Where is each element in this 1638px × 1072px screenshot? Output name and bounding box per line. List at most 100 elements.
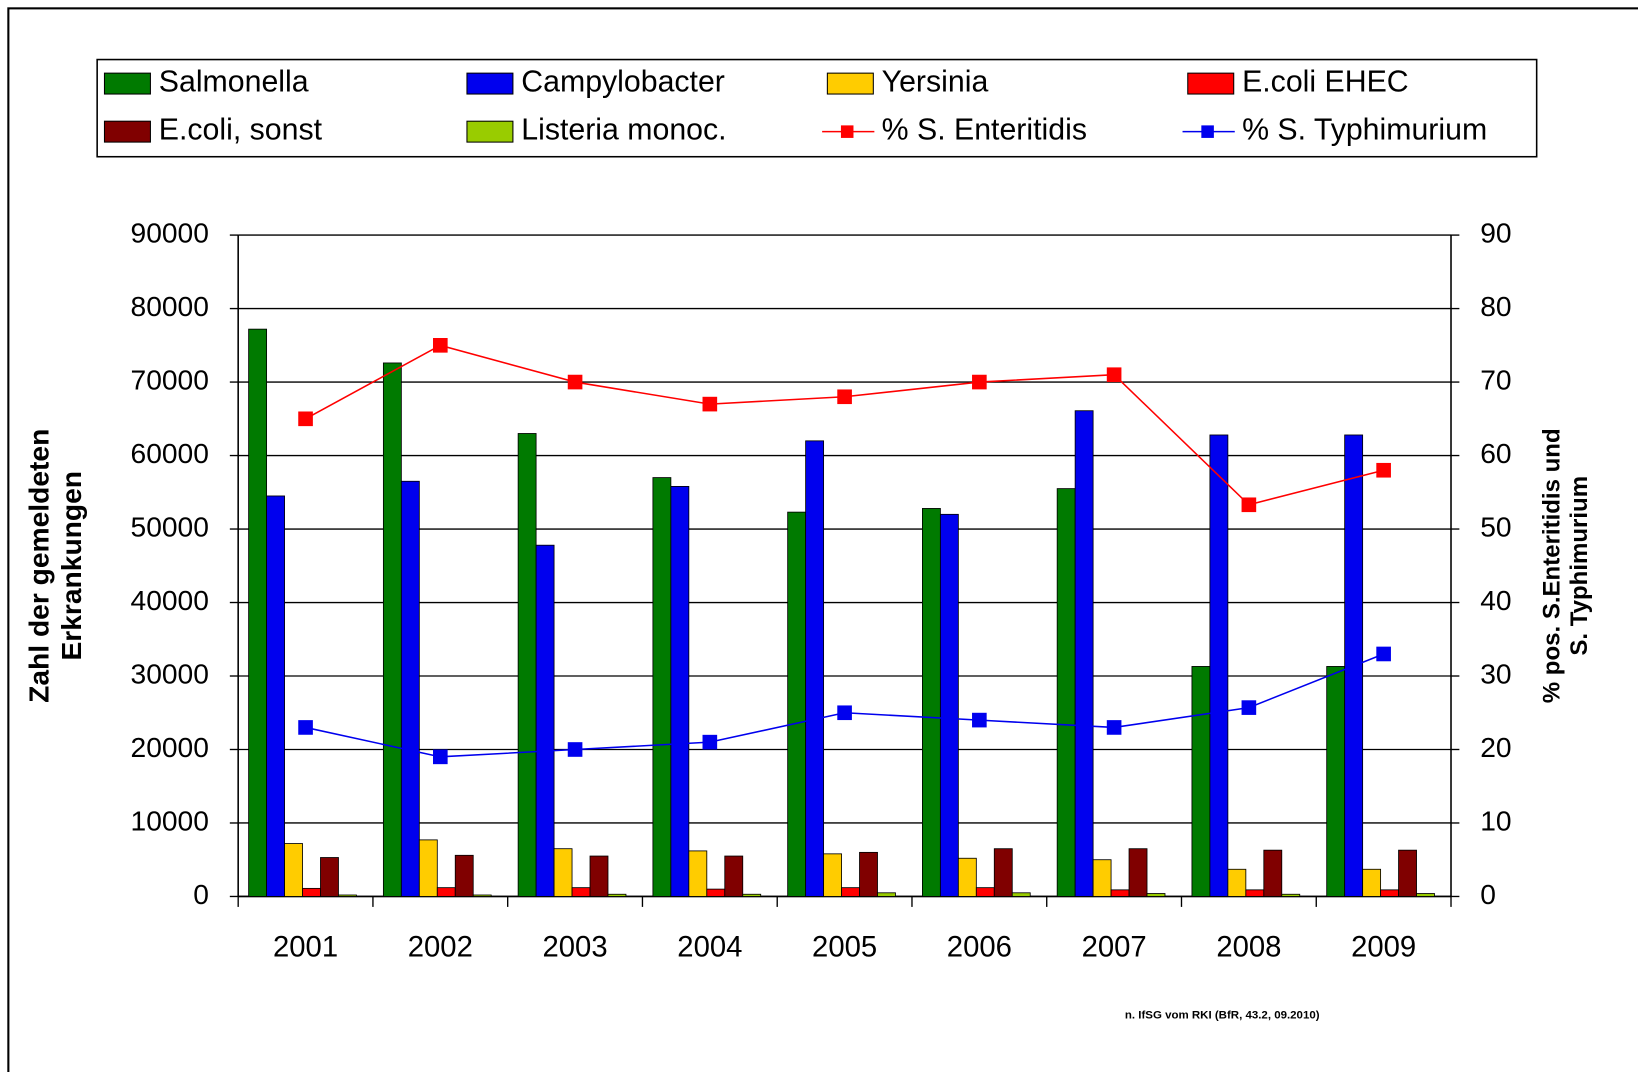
x-tick-label: 2008 (1216, 931, 1281, 963)
bar (1209, 434, 1229, 897)
x-tick-label: 2003 (543, 931, 608, 963)
y2-tick-label: 90 (1480, 217, 1511, 249)
line-marker (837, 389, 852, 405)
bar (472, 894, 492, 897)
bar (535, 544, 555, 897)
bar (1011, 892, 1031, 897)
legend-swatch (466, 72, 514, 95)
bar (248, 328, 268, 897)
legend-swatch (1187, 72, 1235, 95)
legend-swatch (826, 72, 874, 95)
bar (338, 894, 357, 897)
line-marker (1241, 497, 1257, 513)
bar (1281, 893, 1301, 897)
y-tick-label: 10000 (131, 804, 209, 836)
x-tick-label: 2004 (677, 931, 742, 963)
bar (589, 855, 609, 897)
line-marker (433, 338, 448, 353)
legend-label: E.coli EHEC (1242, 66, 1409, 99)
line-marker (298, 411, 313, 427)
legend-label: Salmonella (159, 66, 309, 99)
bar (975, 887, 995, 897)
line-marker (702, 396, 718, 412)
bar (724, 855, 744, 897)
legend-label: Campylobacter (521, 66, 725, 99)
legend-swatch (103, 72, 151, 95)
bar (517, 433, 537, 897)
line-marker (433, 749, 448, 765)
axis-label: S. Typhimurium (1566, 476, 1593, 656)
bar (382, 362, 402, 897)
bar (1263, 849, 1283, 897)
y-tick-label: 30000 (131, 657, 209, 689)
bar (922, 508, 941, 897)
y2-tick-label: 40 (1480, 584, 1511, 616)
bar (859, 851, 878, 897)
legend-marker (840, 125, 854, 138)
legend-swatch (103, 120, 151, 143)
legend-marker (1201, 125, 1214, 138)
bar (1326, 666, 1346, 897)
bar (652, 477, 672, 897)
line-marker (1241, 700, 1257, 715)
bar (706, 888, 726, 897)
bar (1110, 889, 1130, 897)
x-tick-label: 2002 (408, 931, 473, 963)
y-tick-label: 0 (193, 878, 209, 910)
line-marker (837, 705, 852, 721)
bar (418, 839, 438, 897)
x-tick-label: 2007 (1082, 931, 1147, 963)
line-marker (298, 720, 313, 735)
bar (320, 857, 339, 897)
y2-tick-label: 10 (1480, 804, 1511, 836)
y2-tick-label: 20 (1480, 731, 1511, 763)
legend-label: Yersinia (882, 66, 989, 99)
y-tick-label: 80000 (131, 290, 209, 322)
bar (1362, 868, 1382, 897)
bar (553, 848, 573, 897)
y2-tick-label: 30 (1480, 657, 1511, 689)
line-marker (702, 734, 718, 750)
axis-label: % pos. S.Enteritidis und (1538, 428, 1565, 703)
bar (1056, 488, 1076, 897)
bar (957, 857, 977, 897)
y2-tick-label: 60 (1480, 437, 1511, 469)
bar (1416, 893, 1435, 897)
x-tick-label: 2006 (947, 931, 1012, 963)
bar (805, 440, 825, 897)
bar (742, 893, 762, 897)
line-marker (1106, 720, 1122, 735)
legend-swatch (466, 120, 514, 143)
y2-tick-label: 70 (1480, 364, 1511, 396)
bar (1074, 410, 1094, 897)
legend-box (96, 58, 1538, 158)
bar (823, 853, 842, 897)
bar (436, 887, 456, 897)
frame (7, 7, 1638, 1072)
bar (607, 893, 627, 897)
bar (571, 887, 591, 897)
bar (266, 495, 285, 897)
y2-tick-label: 0 (1480, 878, 1496, 910)
y-tick-label: 70000 (131, 364, 209, 396)
x-tick-label: 2001 (273, 931, 338, 963)
line-marker (567, 742, 583, 757)
bar (1128, 848, 1148, 897)
y-tick-label: 90000 (131, 217, 209, 249)
bar (1398, 849, 1417, 897)
bar (1380, 889, 1399, 897)
line-marker (567, 374, 583, 390)
source-note: n. IfSG vom RKI (BfR, 43.2, 09.2010) (1125, 1010, 1320, 1022)
bar (302, 887, 321, 897)
line-marker (972, 712, 987, 728)
y-tick-label: 20000 (131, 731, 209, 763)
axis-label: Erkrankungen (55, 471, 87, 661)
legend-label: Listeria monoc. (521, 114, 726, 147)
bar (670, 485, 690, 897)
bar (688, 850, 708, 897)
line-marker (1376, 462, 1391, 478)
y2-tick-label: 80 (1480, 290, 1511, 322)
bar (877, 892, 896, 897)
bar (284, 843, 303, 897)
